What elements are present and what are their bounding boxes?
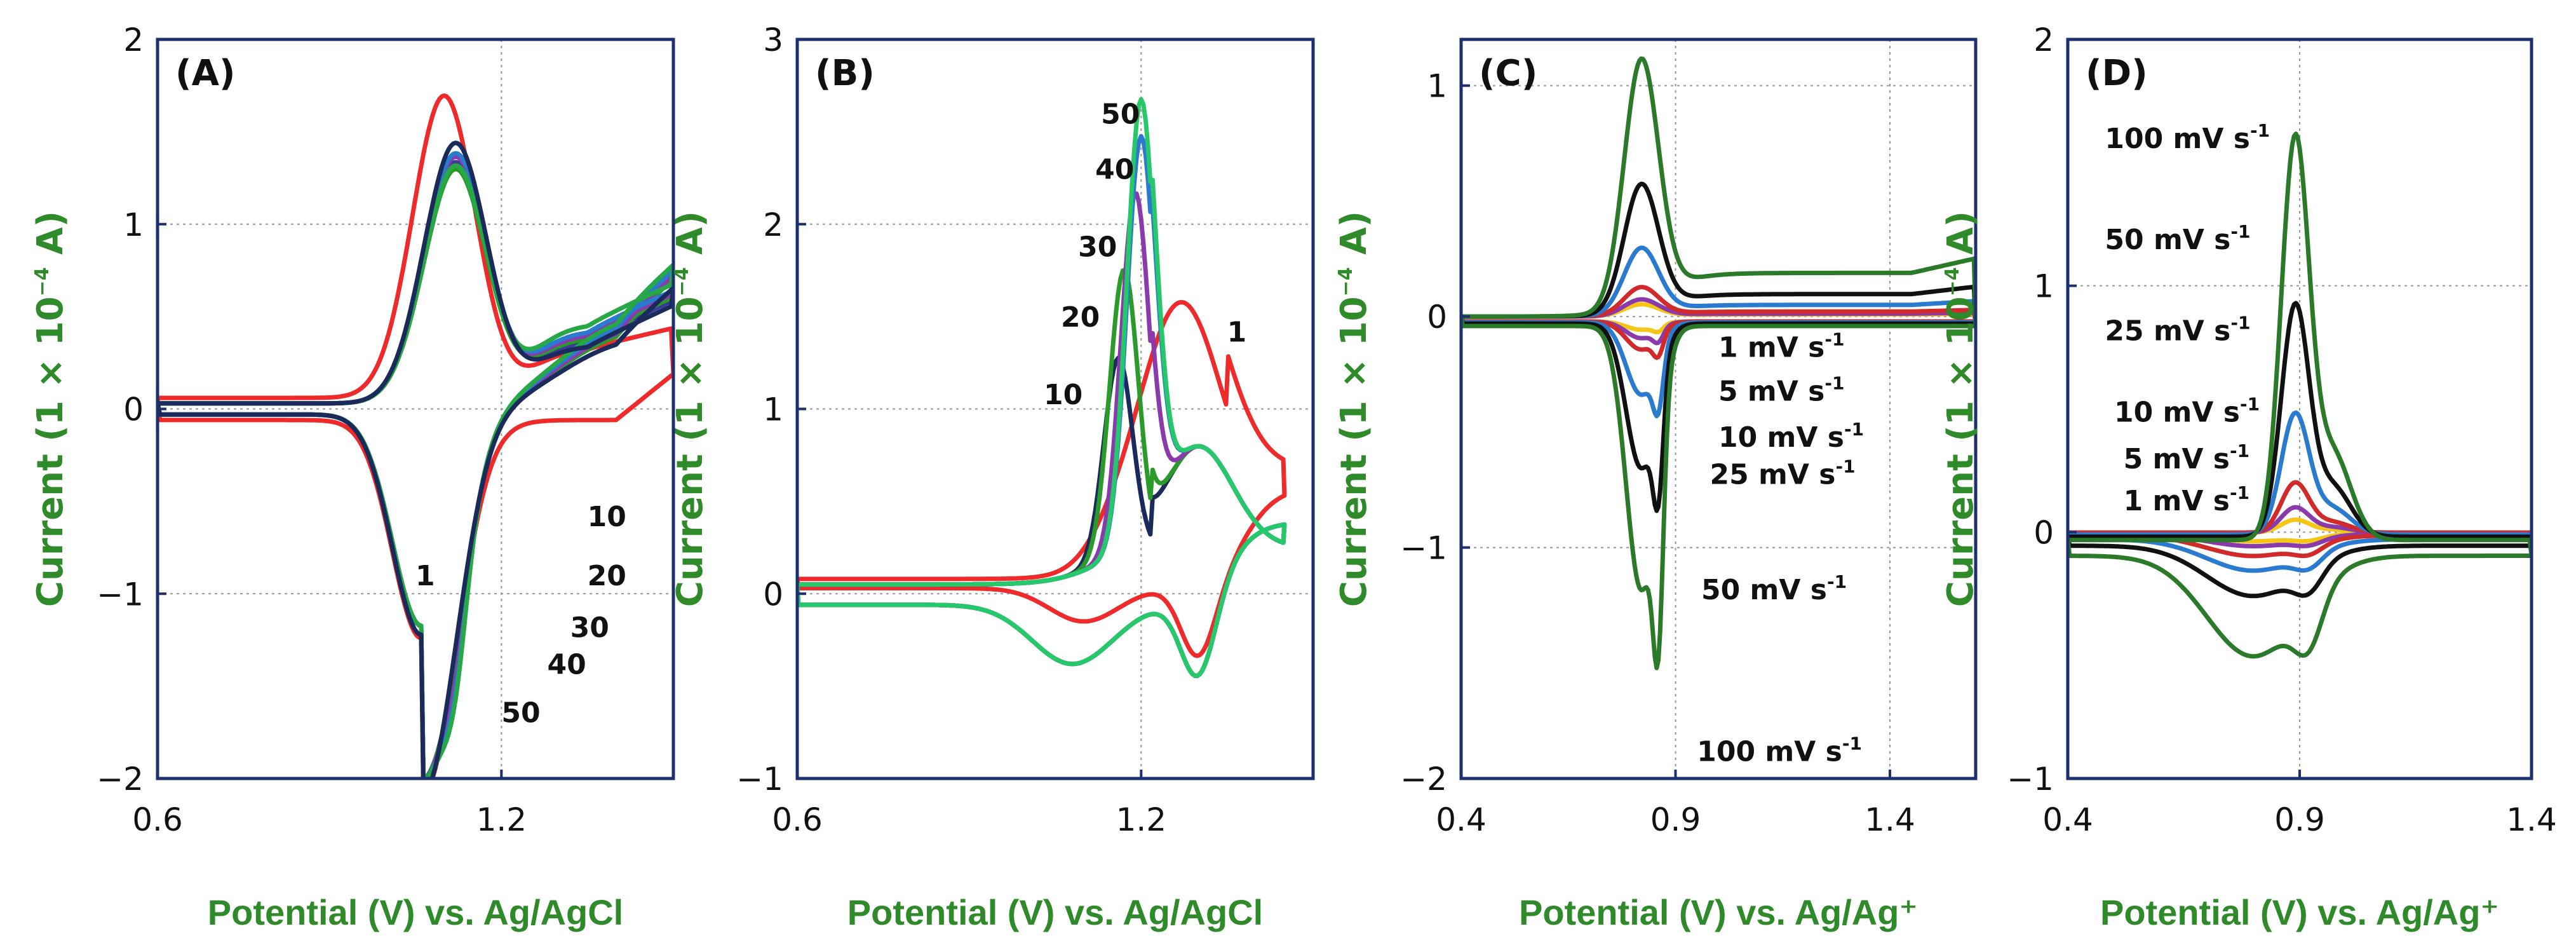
x-tick-label: 0.6	[772, 801, 823, 838]
series-1	[158, 93, 673, 778]
y-tick-label: 0	[763, 576, 783, 613]
series-1-mV-s-1	[1461, 302, 1976, 335]
annotation-label: 30	[1078, 231, 1117, 264]
x-tick-label: 0.4	[1436, 801, 1487, 838]
panel-a: 0.6 1.2 −2 −1 0 1 2 (A) Potential (V) vs. Ag/AgC…	[30, 22, 675, 932]
series-25-mV-s-1	[1461, 245, 1976, 419]
series-50-mV-s-1	[2068, 301, 2532, 599]
annotation-label: 25 mV s-1	[2105, 312, 2250, 347]
y-tick-label: 3	[763, 22, 783, 58]
series-20	[797, 268, 1287, 678]
y-axis-label: Current (1 × 10−4 A)	[1940, 211, 1981, 607]
annotation-label: 30	[570, 612, 609, 644]
panel-label: (B)	[815, 53, 875, 94]
annotation-label: 10 mV s-1	[2114, 393, 2260, 428]
x-tick-label: 0.4	[2042, 801, 2093, 838]
series-50-mV-s-1	[1461, 181, 1976, 513]
annotation-label: 40	[1095, 154, 1134, 186]
x-tick-label: 1.2	[476, 801, 527, 838]
series-group	[797, 97, 1287, 678]
y-tick-label: 1	[2033, 268, 2054, 305]
y-tick-label: −1	[2007, 761, 2054, 798]
annotation-label: 50 mV s-1	[1701, 571, 1847, 606]
annotation-label: 5 mV s-1	[2124, 440, 2249, 475]
x-axis-label: Potential (V) vs. Ag/AgCl	[847, 892, 1263, 932]
series-1	[797, 300, 1287, 658]
y-tick-label: 1	[1427, 68, 1447, 105]
y-tick-label: 1	[123, 207, 144, 243]
panel-b: 0.6 1.2 −1 0 1 2 3 (B) Potential (V) vs. Ag/AgCl…	[670, 22, 1315, 932]
y-tick-label: −1	[97, 576, 144, 613]
annotation-label: 10 mV s-1	[1718, 419, 1864, 454]
x-axis-label: Potential (V) vs. Ag/Ag⁺	[2100, 892, 2499, 932]
series-50	[797, 97, 1287, 678]
series-30	[158, 154, 673, 778]
annotation-label: 10	[588, 501, 626, 533]
y-tick-label: 0	[2033, 514, 2054, 551]
y-tick-label: 1	[763, 391, 783, 428]
y-tick-label: 0	[1427, 299, 1447, 336]
y-axis-label: Current (1 × 10−4 A)	[30, 211, 71, 607]
x-tick-label: 1.2	[1116, 801, 1167, 838]
series-40	[158, 151, 673, 778]
annotation-label: 5 mV s-1	[1718, 372, 1844, 407]
annotation-label: 1 mV s-1	[2124, 482, 2249, 517]
x-tick-label: 0.6	[132, 801, 183, 838]
x-tick-label: 0.9	[2274, 801, 2325, 838]
annotation-label: 20	[588, 560, 626, 592]
panel-label: (A)	[175, 53, 236, 94]
series-100-mV-s-1	[1461, 56, 1976, 670]
series-100-mV-s-1	[2068, 132, 2532, 659]
x-tick-label: 1.4	[1865, 801, 1915, 838]
panel-label: (C)	[1479, 53, 1537, 94]
x-axis-label: Potential (V) vs. Ag/AgCl	[208, 892, 623, 932]
panel-label: (D)	[2086, 53, 2148, 94]
series-group	[2068, 132, 2532, 659]
annotation-label: 20	[1061, 301, 1100, 334]
y-tick-label: −1	[1400, 530, 1447, 567]
panel-d: 0.4 0.9 1.4 −1 0 1 2 (D) Potential (V) vs. Ag/Ag…	[1940, 22, 2557, 932]
series-10-mV-s-1	[1461, 285, 1976, 360]
annotation-label: 25 mV s-1	[1710, 456, 1856, 491]
y-tick-label: −1	[736, 761, 783, 798]
annotation-label: 1	[1227, 316, 1247, 348]
series-5-mV-s-1	[1461, 297, 1976, 346]
annotation-label: 100 mV s-1	[1697, 733, 1862, 768]
y-tick-label: 2	[123, 22, 144, 58]
panel-c: 0.4 0.9 1.4 −2 −1 0 1 (C) Potential (V) vs. Ag/A…	[1333, 37, 1978, 932]
series-20	[158, 167, 673, 778]
series-group	[1461, 56, 1976, 670]
y-tick-label: 2	[763, 207, 783, 243]
series-group	[158, 93, 673, 778]
annotation-label: 10	[1044, 379, 1082, 411]
y-axis-label: Current (1 × 10−4 A)	[670, 211, 711, 607]
series-40	[797, 133, 1287, 678]
y-axis-label: Current (1 × 10−4 A)	[1333, 211, 1375, 607]
annotation-label: 1 mV s-1	[1718, 329, 1844, 364]
series-10	[158, 160, 673, 778]
x-tick-label: 0.9	[1650, 801, 1701, 838]
annotation-label: 50 mV s-1	[2105, 221, 2250, 256]
annotation-label: 1	[415, 560, 435, 592]
y-tick-label: −2	[1400, 761, 1447, 798]
plot-frame	[1459, 37, 1978, 780]
annotation-label: 50	[501, 697, 540, 729]
series-dark	[158, 140, 673, 778]
y-tick-label: 0	[123, 391, 144, 428]
x-tick-label: 1.4	[2506, 801, 2557, 838]
annotation-label: 100 mV s-1	[2105, 120, 2270, 155]
y-tick-label: −2	[97, 761, 144, 798]
y-tick-label: 2	[2033, 22, 2054, 58]
x-axis-label: Potential (V) vs. Ag/Ag⁺	[1519, 892, 1918, 932]
annotation-label: 40	[548, 649, 586, 681]
series-50	[158, 163, 673, 778]
annotation-label: 50	[1101, 98, 1140, 130]
